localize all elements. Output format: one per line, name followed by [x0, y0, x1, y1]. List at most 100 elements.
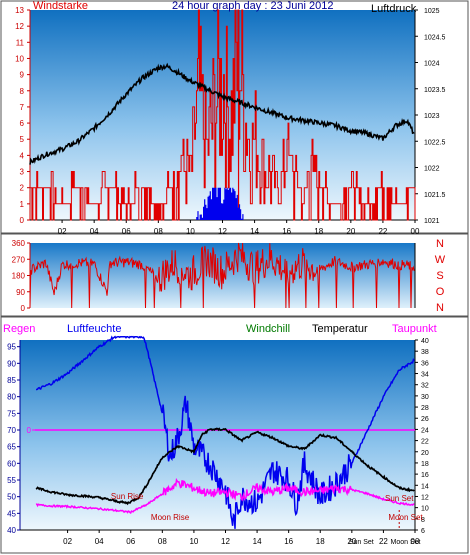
- bottom-left-tick-label: 50: [7, 493, 16, 502]
- middle-compass-label: S: [436, 270, 443, 282]
- bottom-right-tick-label: 36: [421, 360, 429, 367]
- top-left-tick-label: 0: [20, 216, 25, 225]
- dewpoint-label: Taupunkt: [392, 323, 437, 335]
- top-right-tick-label: 1024.5: [424, 34, 446, 41]
- middle-compass-label: N: [436, 238, 444, 250]
- bottom-right-tick-label: 8: [421, 517, 425, 524]
- wind-strength-label: Windstarke: [33, 0, 88, 12]
- bottom-x-tick-label: 18: [316, 537, 325, 546]
- bottom-left-tick-label: 80: [7, 393, 16, 402]
- middle-left-tick-label: 90: [16, 288, 25, 297]
- humidity-label: Luftfeuchte: [67, 323, 121, 335]
- bottom-left-tick-label: 65: [7, 443, 16, 452]
- bottom-x-tick-label: 10: [189, 537, 198, 546]
- bottom-left-tick-label: 45: [7, 509, 16, 518]
- top-panel-frame: [0, 0, 469, 234]
- top-right-tick-label: 1022.5: [424, 139, 446, 146]
- bottom-right-tick-label: 6: [421, 528, 425, 535]
- bottom-left-tick-label: 70: [7, 426, 16, 435]
- top-x-tick-label: 14: [250, 227, 259, 236]
- moon-set-annotation: Moon Set: [388, 513, 423, 522]
- bottom-plot-area: [20, 340, 415, 530]
- top-x-tick-label: 08: [154, 227, 163, 236]
- bottom-x-tick-label: 12: [221, 537, 230, 546]
- bottom-x-tick-label: 06: [126, 537, 135, 546]
- top-x-tick-label: 22: [378, 227, 387, 236]
- middle-left-tick-label: 180: [12, 272, 26, 281]
- middle-compass-label: N: [436, 302, 444, 314]
- bottom-left-tick-label: 55: [7, 476, 16, 485]
- rain-label: Regen: [3, 323, 35, 335]
- series-wind-gust: [30, 9, 416, 221]
- bottom-right-tick-label: 40: [421, 338, 429, 345]
- middle-left-tick-label: 0: [21, 304, 26, 313]
- top-right-tick-label: 1023.5: [424, 87, 446, 94]
- top-x-tick-label: 20: [346, 227, 355, 236]
- bottom-left-tick-label: 90: [7, 359, 16, 368]
- top-left-tick-label: 8: [20, 87, 25, 96]
- series-temperature: [35, 427, 415, 506]
- top-left-tick-label: 9: [20, 71, 25, 80]
- top-right-tick-label: 1021: [424, 218, 440, 225]
- top-left-tick-label: 4: [20, 151, 25, 160]
- bottom-x-tick-label: 14: [253, 537, 262, 546]
- sun-rise-annotation: Sun Rise: [111, 492, 144, 501]
- top-left-tick-label: 10: [15, 54, 24, 63]
- moon-set-marker-label: Moon Set: [391, 539, 421, 546]
- top-x-tick-label: 18: [314, 227, 323, 236]
- bottom-right-tick-label: 38: [421, 349, 429, 356]
- bottom-left-tick-label: 60: [7, 459, 16, 468]
- top-left-tick-label: 3: [20, 168, 25, 177]
- top-right-tick-label: 1025: [424, 8, 440, 15]
- bottom-right-tick-label: 12: [421, 494, 429, 501]
- moon-rise-annotation: Moon Rise: [151, 513, 190, 522]
- pressure-label: Luftdruck: [371, 3, 417, 15]
- top-left-tick-label: 2: [20, 184, 25, 193]
- bottom-right-tick-label: 30: [421, 394, 429, 401]
- top-x-tick-label: 00: [411, 227, 420, 236]
- middle-left-tick-label: 360: [12, 239, 26, 248]
- bottom-right-tick-label: 16: [421, 472, 429, 479]
- top-x-tick-label: 10: [186, 227, 195, 236]
- bottom-right-tick-label: 26: [421, 416, 429, 423]
- bottom-right-tick-label: 32: [421, 383, 429, 390]
- top-left-tick-label: 5: [20, 135, 25, 144]
- bottom-right-tick-label: 20: [421, 450, 429, 457]
- bottom-right-tick-label: 18: [421, 461, 429, 468]
- middle-panel-frame: [0, 233, 469, 317]
- middle-compass-label: W: [435, 254, 446, 266]
- sun-set-annotation: Sun Set: [385, 494, 414, 503]
- top-left-tick-label: 7: [20, 103, 25, 112]
- bottom-right-tick-label: 22: [421, 439, 429, 446]
- rain-axis-zero-label: 0: [27, 426, 32, 435]
- bottom-left-tick-label: 95: [7, 343, 16, 352]
- bottom-left-tick-label: 85: [7, 376, 16, 385]
- bottom-left-tick-label: 75: [7, 409, 16, 418]
- top-x-tick-label: 04: [90, 227, 99, 236]
- bottom-x-tick-label: 16: [284, 537, 293, 546]
- middle-compass-label: O: [436, 286, 445, 298]
- top-left-tick-label: 1: [20, 200, 25, 209]
- top-left-tick-label: 12: [15, 22, 24, 31]
- bottom-right-tick-label: 10: [421, 506, 429, 513]
- top-right-tick-label: 1024: [424, 61, 440, 68]
- series-dewpoint: [35, 477, 415, 514]
- bottom-x-tick-label: 00: [411, 537, 420, 546]
- top-left-tick-label: 6: [20, 119, 25, 128]
- bottom-x-tick-label: 02: [63, 537, 72, 546]
- bottom-right-tick-label: 28: [421, 405, 429, 412]
- series-humidity: [36, 335, 415, 529]
- bottom-x-tick-label: 20: [347, 537, 356, 546]
- top-plot-area: [30, 10, 415, 220]
- top-x-tick-label: 12: [218, 227, 227, 236]
- top-x-tick-label: 06: [122, 227, 131, 236]
- middle-left-tick-label: 270: [12, 255, 26, 264]
- top-right-tick-label: 1023: [424, 113, 440, 120]
- top-x-tick-label: 02: [58, 227, 67, 236]
- bottom-right-tick-label: 24: [421, 427, 429, 434]
- chart-title: 24 hour graph day : 23 Juni 2012: [172, 0, 333, 12]
- series-wind-speed: [196, 187, 244, 220]
- sun-set-marker-label: Sun Set: [349, 539, 374, 546]
